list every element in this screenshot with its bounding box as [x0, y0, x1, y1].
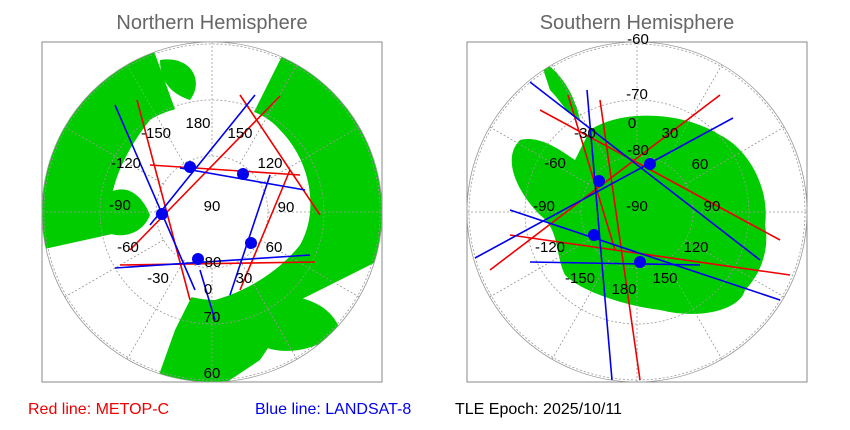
lon-label: 90 [278, 199, 295, 216]
north-tracks [114, 94, 321, 321]
panel-title: Northern Hemisphere [116, 12, 307, 34]
lon-label: 150 [227, 125, 252, 142]
meridian [260, 126, 360, 185]
lat-label: 70 [204, 309, 221, 326]
lon-label: -30 [147, 270, 169, 287]
south-grid [466, 41, 808, 383]
lon-label: -90 [109, 197, 131, 214]
lon-label: 120 [683, 239, 708, 256]
lon-label: -30 [574, 125, 596, 142]
lat-label: -80 [627, 142, 649, 159]
legend-red: Red line: METOP-C [28, 401, 169, 418]
lon-label: -60 [117, 239, 139, 256]
meridian [239, 260, 298, 360]
meridian [489, 126, 589, 185]
lat-label: -70 [626, 86, 648, 103]
meridian [664, 260, 723, 360]
tle-epoch: TLE Epoch: 2025/10/11 [455, 401, 622, 418]
south-map [511, 60, 767, 314]
meridian [126, 64, 185, 164]
meridian [489, 239, 589, 298]
meridian [685, 126, 785, 185]
lon-label: 0 [628, 115, 636, 132]
lon-label: 60 [692, 156, 709, 173]
lon-label: 30 [236, 270, 253, 287]
legend-blue: Blue line: LANDSAT-8 [255, 401, 411, 418]
panel-title: Southern Hemisphere [540, 12, 735, 34]
lon-label: -150 [141, 125, 171, 142]
lon-label: 0 [204, 281, 212, 298]
lat-label: -60 [627, 31, 649, 48]
meridian [551, 64, 610, 164]
lon-label: -60 [544, 155, 566, 172]
lat-label: 80 [205, 254, 222, 271]
lon-label: -120 [535, 239, 565, 256]
lon-label: 180 [185, 115, 210, 132]
meridian [551, 260, 610, 360]
south-labels: 0 30 60 90 120 150 180 -150 -120 -90 -60… [533, 31, 720, 298]
lon-label: -150 [565, 270, 595, 287]
north-grid [41, 41, 383, 383]
lon-label: 30 [662, 125, 679, 142]
meridian [664, 64, 723, 164]
lat-label: 60 [204, 365, 221, 382]
lon-label: 120 [257, 155, 282, 172]
lat-label: 90 [204, 198, 221, 215]
lon-label: -90 [533, 198, 555, 215]
lat-label: -90 [626, 198, 648, 215]
lon-label: 60 [266, 239, 283, 256]
north-labels: 180 150 120 90 60 30 0 -30 -60 -90 -120 … [109, 115, 294, 382]
meridian [64, 239, 164, 298]
lon-label: 180 [611, 281, 636, 298]
meridian [685, 239, 785, 298]
meridian [260, 239, 360, 298]
meridian [126, 260, 185, 360]
lon-label: -120 [111, 155, 141, 172]
lon-label: 90 [704, 198, 721, 215]
meridian [64, 126, 164, 185]
meridian [239, 64, 298, 164]
north-map [42, 42, 382, 382]
south-tracks [474, 81, 791, 381]
lon-label: 150 [652, 270, 677, 287]
